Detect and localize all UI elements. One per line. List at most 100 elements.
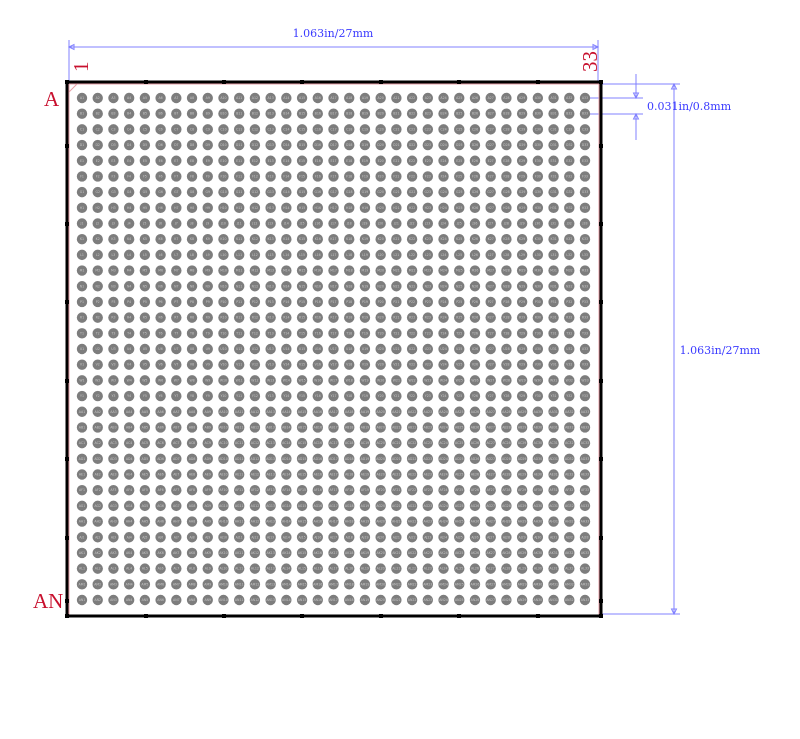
- ball-pad: [564, 312, 575, 323]
- ball-name: E3: [111, 159, 115, 163]
- ball-name: AG13: [266, 504, 275, 508]
- ball-pad: [123, 296, 135, 308]
- ball-pad: [485, 124, 496, 135]
- ball-pad: [92, 328, 103, 339]
- outline-tick: [599, 457, 603, 461]
- ball-name: H7: [174, 206, 178, 210]
- ball-name: AH14: [282, 520, 291, 524]
- ball-name: T4: [126, 331, 131, 335]
- ball-pad: [281, 171, 292, 182]
- ball-pad: [92, 233, 103, 245]
- ball-pad: [139, 328, 151, 339]
- ball-name: G6: [158, 190, 163, 194]
- ball-name: B3: [111, 112, 115, 116]
- ball-name: AM31: [549, 582, 558, 586]
- ball-name: AE29: [518, 473, 526, 477]
- ball-pad: [438, 265, 449, 276]
- ball-pad: [344, 171, 355, 182]
- ball-name: AB14: [282, 425, 290, 429]
- outline-tick: [599, 614, 603, 618]
- ball-name: V30: [535, 363, 541, 367]
- ball-name: T24: [440, 331, 447, 335]
- pitch-dimension: 0.031in/0.8mm: [585, 74, 732, 140]
- ball-pad: [296, 155, 308, 166]
- ball-name: AE18: [345, 473, 353, 477]
- ball-pad: [76, 359, 88, 370]
- ball-name: A25: [456, 96, 462, 100]
- ball-name: R11: [236, 316, 242, 320]
- ball-name: T10: [219, 331, 226, 335]
- ball-name: R7: [174, 316, 178, 320]
- ball-name: G30: [535, 190, 542, 194]
- ball-pad: [281, 312, 292, 323]
- ball-name: AH25: [455, 520, 464, 524]
- ball-name: E12: [252, 159, 258, 163]
- ball-name: AC6: [157, 441, 163, 445]
- ball-pad: [249, 343, 261, 355]
- ball-name: AF22: [408, 488, 416, 492]
- ball-name: AJ13: [267, 535, 274, 539]
- ball-name: N25: [456, 284, 462, 288]
- ball-name: J24: [440, 222, 446, 226]
- ball-name: J27: [487, 222, 493, 226]
- ball-pad: [469, 375, 481, 386]
- ball-name: H19: [362, 206, 368, 210]
- ball-name: AC24: [439, 441, 447, 445]
- ball-name: T17: [329, 331, 336, 335]
- ball-name: H8: [190, 206, 194, 210]
- ball-pad: [108, 186, 119, 198]
- ball-name: AK26: [471, 551, 479, 555]
- ball-name: E31: [551, 159, 557, 163]
- ball-pad: [454, 171, 465, 182]
- ball-name: F12: [252, 174, 258, 178]
- ball-pad: [312, 124, 323, 135]
- ball-pad: [171, 249, 182, 261]
- ball-name: AM8: [189, 582, 196, 586]
- ball-name: AH16: [313, 520, 322, 524]
- ball-name: L2: [96, 253, 100, 257]
- ball-pad: [564, 108, 575, 119]
- ball-name: AG19: [361, 504, 370, 508]
- ball-name: AA22: [408, 410, 417, 414]
- ball-pad: [469, 139, 481, 151]
- ball-name: AM27: [486, 582, 495, 586]
- ball-name: AF25: [455, 488, 463, 492]
- ball-name: Y19: [362, 394, 368, 398]
- ball-name: D27: [487, 143, 494, 147]
- ball-name: E4: [127, 159, 131, 163]
- ball-name: E25: [456, 159, 462, 163]
- last-row-label: AN: [33, 589, 63, 613]
- ball-pad: [139, 124, 151, 135]
- ball-pad: [218, 281, 229, 292]
- ball-name: G14: [283, 190, 290, 194]
- ball-name: N8: [190, 284, 194, 288]
- ball-pad: [501, 218, 512, 229]
- ball-name: AD14: [282, 457, 291, 461]
- ball-pad: [155, 359, 166, 370]
- ball-name: J4: [127, 222, 131, 226]
- ball-name: G25: [456, 190, 463, 194]
- ball-name: K21: [393, 237, 399, 241]
- ball-name: F8: [190, 174, 194, 178]
- ball-name: P26: [472, 300, 478, 304]
- ball-pad: [265, 202, 276, 214]
- ball-name: AD2: [94, 457, 101, 461]
- ball-name: R30: [535, 316, 541, 320]
- ball-name: AA13: [266, 410, 275, 414]
- ball-name: V11: [236, 363, 242, 367]
- ball-name: AM13: [266, 582, 275, 586]
- ball-name: AC8: [189, 441, 195, 445]
- ball-name: AC5: [142, 441, 148, 445]
- ball-name: AE1: [79, 473, 85, 477]
- ball-pad: [485, 218, 496, 229]
- ball-pad: [548, 359, 559, 370]
- ball-pad: [548, 312, 559, 323]
- ball-name: G26: [472, 190, 479, 194]
- ball-name: F15: [299, 174, 305, 178]
- ball-pad: [438, 359, 449, 370]
- ball-name: U13: [267, 347, 273, 351]
- ball-pad: [92, 186, 103, 198]
- ball-name: AK6: [157, 551, 163, 555]
- ball-name: P30: [535, 300, 541, 304]
- ball-pad: [579, 218, 591, 229]
